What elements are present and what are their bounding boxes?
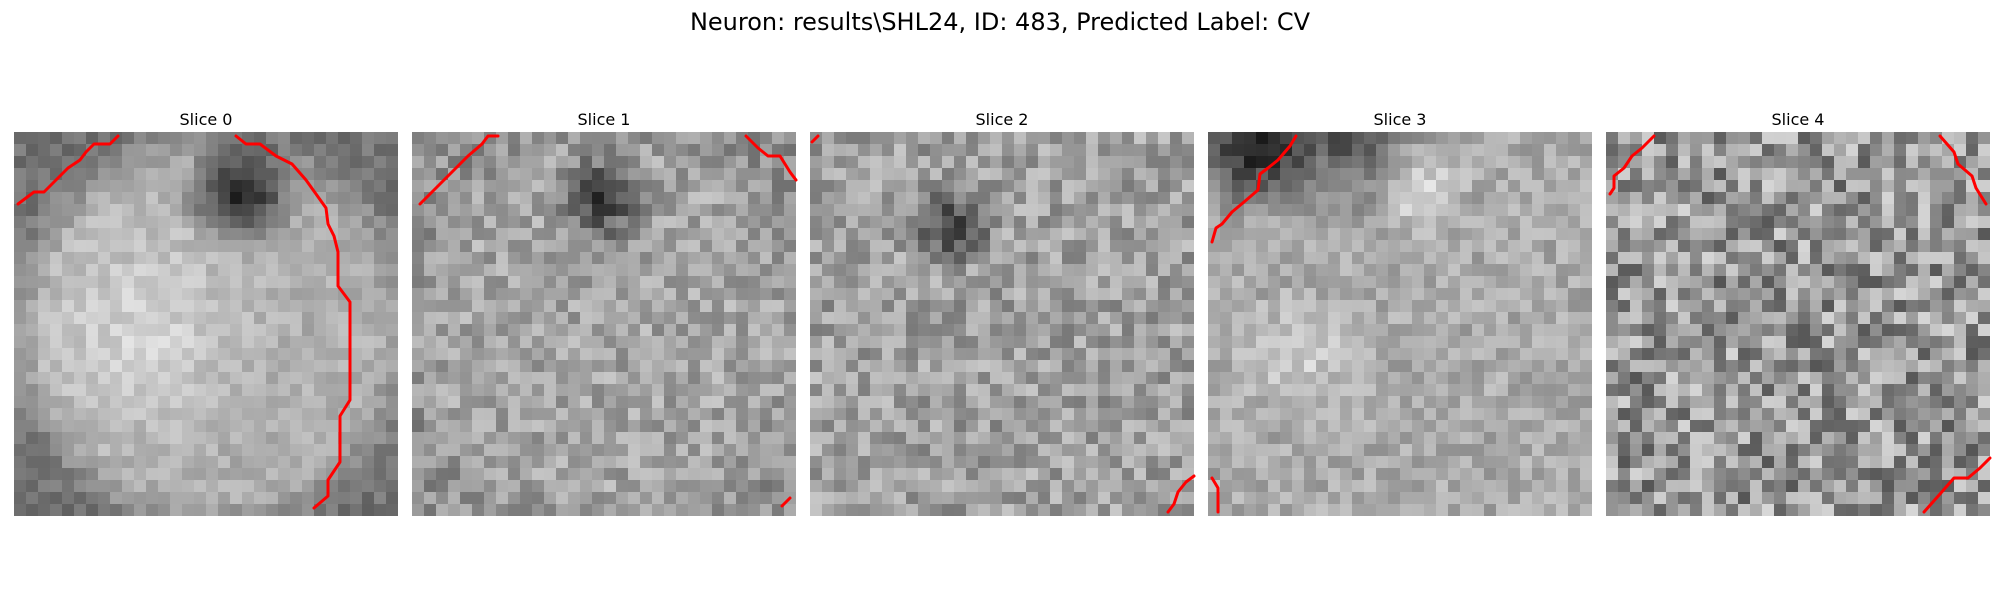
slice-image-2 bbox=[810, 132, 1196, 516]
contour-line bbox=[418, 134, 500, 206]
contour-line bbox=[1938, 134, 1988, 206]
slice-image-0 bbox=[14, 132, 398, 516]
contour-line bbox=[1210, 134, 1298, 244]
slice-image-3 bbox=[1208, 132, 1592, 516]
slice-pixel-grid-1 bbox=[412, 132, 796, 516]
slice-contour-0 bbox=[16, 134, 352, 510]
slice-title-1: Slice 1 bbox=[577, 110, 631, 129]
figure-title: Neuron: results\SHL24, ID: 483, Predicte… bbox=[689, 8, 1311, 36]
contour-line bbox=[1608, 134, 1656, 196]
slice-title-3: Slice 3 bbox=[1373, 110, 1427, 129]
slice-panel-3: Slice 3 bbox=[1208, 108, 1592, 516]
slice-contour-1 bbox=[418, 134, 798, 508]
slice-image-1 bbox=[412, 132, 798, 516]
slice-panel-1: Slice 1 bbox=[412, 108, 798, 516]
slice-panel-4: Slice 4 bbox=[1606, 108, 1992, 516]
slice-title-4: Slice 4 bbox=[1771, 110, 1825, 129]
contour-line bbox=[1166, 474, 1196, 514]
slice-title-0: Slice 0 bbox=[179, 110, 233, 129]
contour-line bbox=[744, 134, 798, 182]
slice-pixel-grid-3 bbox=[1208, 132, 1592, 516]
slice-panel-0: Slice 0 bbox=[14, 108, 398, 516]
slice-panel-2: Slice 2 bbox=[810, 108, 1196, 516]
contour-line bbox=[234, 134, 352, 510]
slice-pixel-grid-4 bbox=[1606, 132, 1990, 516]
slice-contour-2 bbox=[810, 134, 1196, 514]
contour-line bbox=[1922, 456, 1992, 514]
contour-line bbox=[780, 496, 792, 508]
contour-line bbox=[810, 134, 820, 144]
contour-line bbox=[1210, 476, 1220, 514]
slice-contour-3 bbox=[1210, 134, 1298, 514]
slice-image-4 bbox=[1606, 132, 1992, 516]
slice-pixel-grid-0 bbox=[14, 132, 398, 516]
slice-pixel-grid-2 bbox=[810, 132, 1194, 516]
slice-contour-4 bbox=[1608, 134, 1992, 514]
contour-line bbox=[16, 134, 120, 206]
slice-title-2: Slice 2 bbox=[975, 110, 1029, 129]
